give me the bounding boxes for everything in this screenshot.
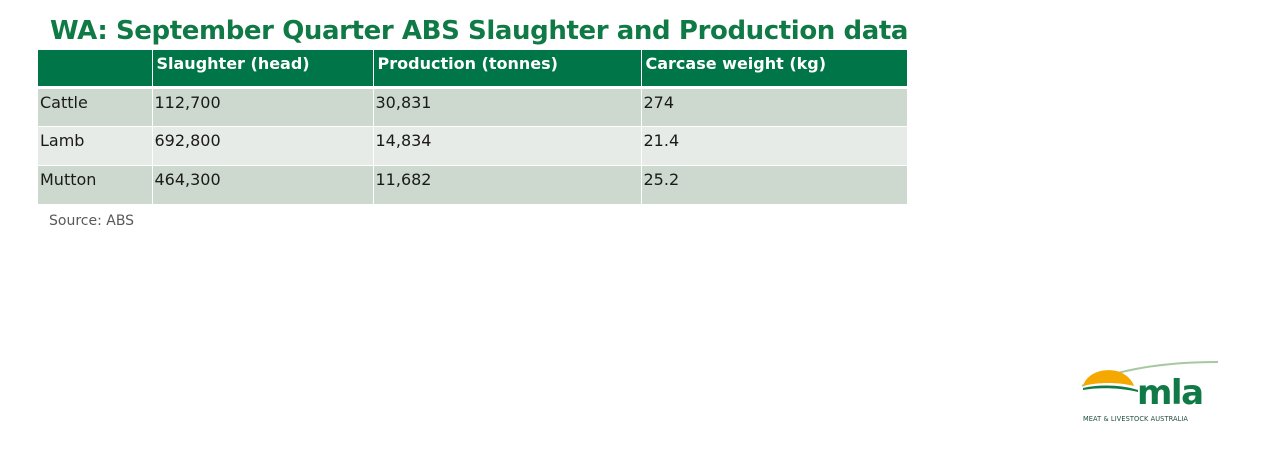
carcase-weight-cell: 21.4 <box>640 125 907 165</box>
row-label: Mutton <box>38 164 152 204</box>
production-cell: 14,834 <box>372 125 641 165</box>
carcase-weight-cell: 25.2 <box>640 164 907 204</box>
logo-tagline: MEAT & LIVESTOCK AUSTRALIA <box>1083 415 1189 423</box>
table-row-lamb: Lamb 692,800 14,834 21.4 <box>38 125 907 165</box>
slide-title: WA: September Quarter ABS Slaughter and … <box>50 16 909 46</box>
logo-sun-icon <box>1083 370 1134 386</box>
production-cell: 11,682 <box>372 164 641 204</box>
logo-wordmark: mla <box>1137 373 1204 413</box>
header-cell-production: Production (tonnes) <box>372 50 641 87</box>
data-table: Slaughter (head) Production (tonnes) Car… <box>38 50 907 204</box>
logo-graphic-icon <box>1081 361 1219 392</box>
carcase-weight-cell: 274 <box>640 85 907 126</box>
mla-logo: mla MEAT & LIVESTOCK AUSTRALIA <box>1080 358 1225 428</box>
row-label: Cattle <box>38 85 152 126</box>
table-row-mutton: Mutton 464,300 11,682 25.2 <box>38 164 907 204</box>
header-cell-carcase-weight: Carcase weight (kg) <box>640 50 907 87</box>
table-row-cattle: Cattle 112,700 30,831 274 <box>38 85 907 126</box>
slaughter-cell: 692,800 <box>151 125 373 165</box>
row-label: Lamb <box>38 125 152 165</box>
logo-hill-icon <box>1083 385 1138 392</box>
slaughter-cell: 112,700 <box>151 85 373 126</box>
header-cell-blank <box>38 50 152 87</box>
header-cell-slaughter: Slaughter (head) <box>151 50 373 87</box>
production-cell: 30,831 <box>372 85 641 126</box>
source-note: Source: ABS <box>49 213 135 229</box>
slaughter-cell: 464,300 <box>151 164 373 204</box>
table-header-row: Slaughter (head) Production (tonnes) Car… <box>38 50 907 87</box>
